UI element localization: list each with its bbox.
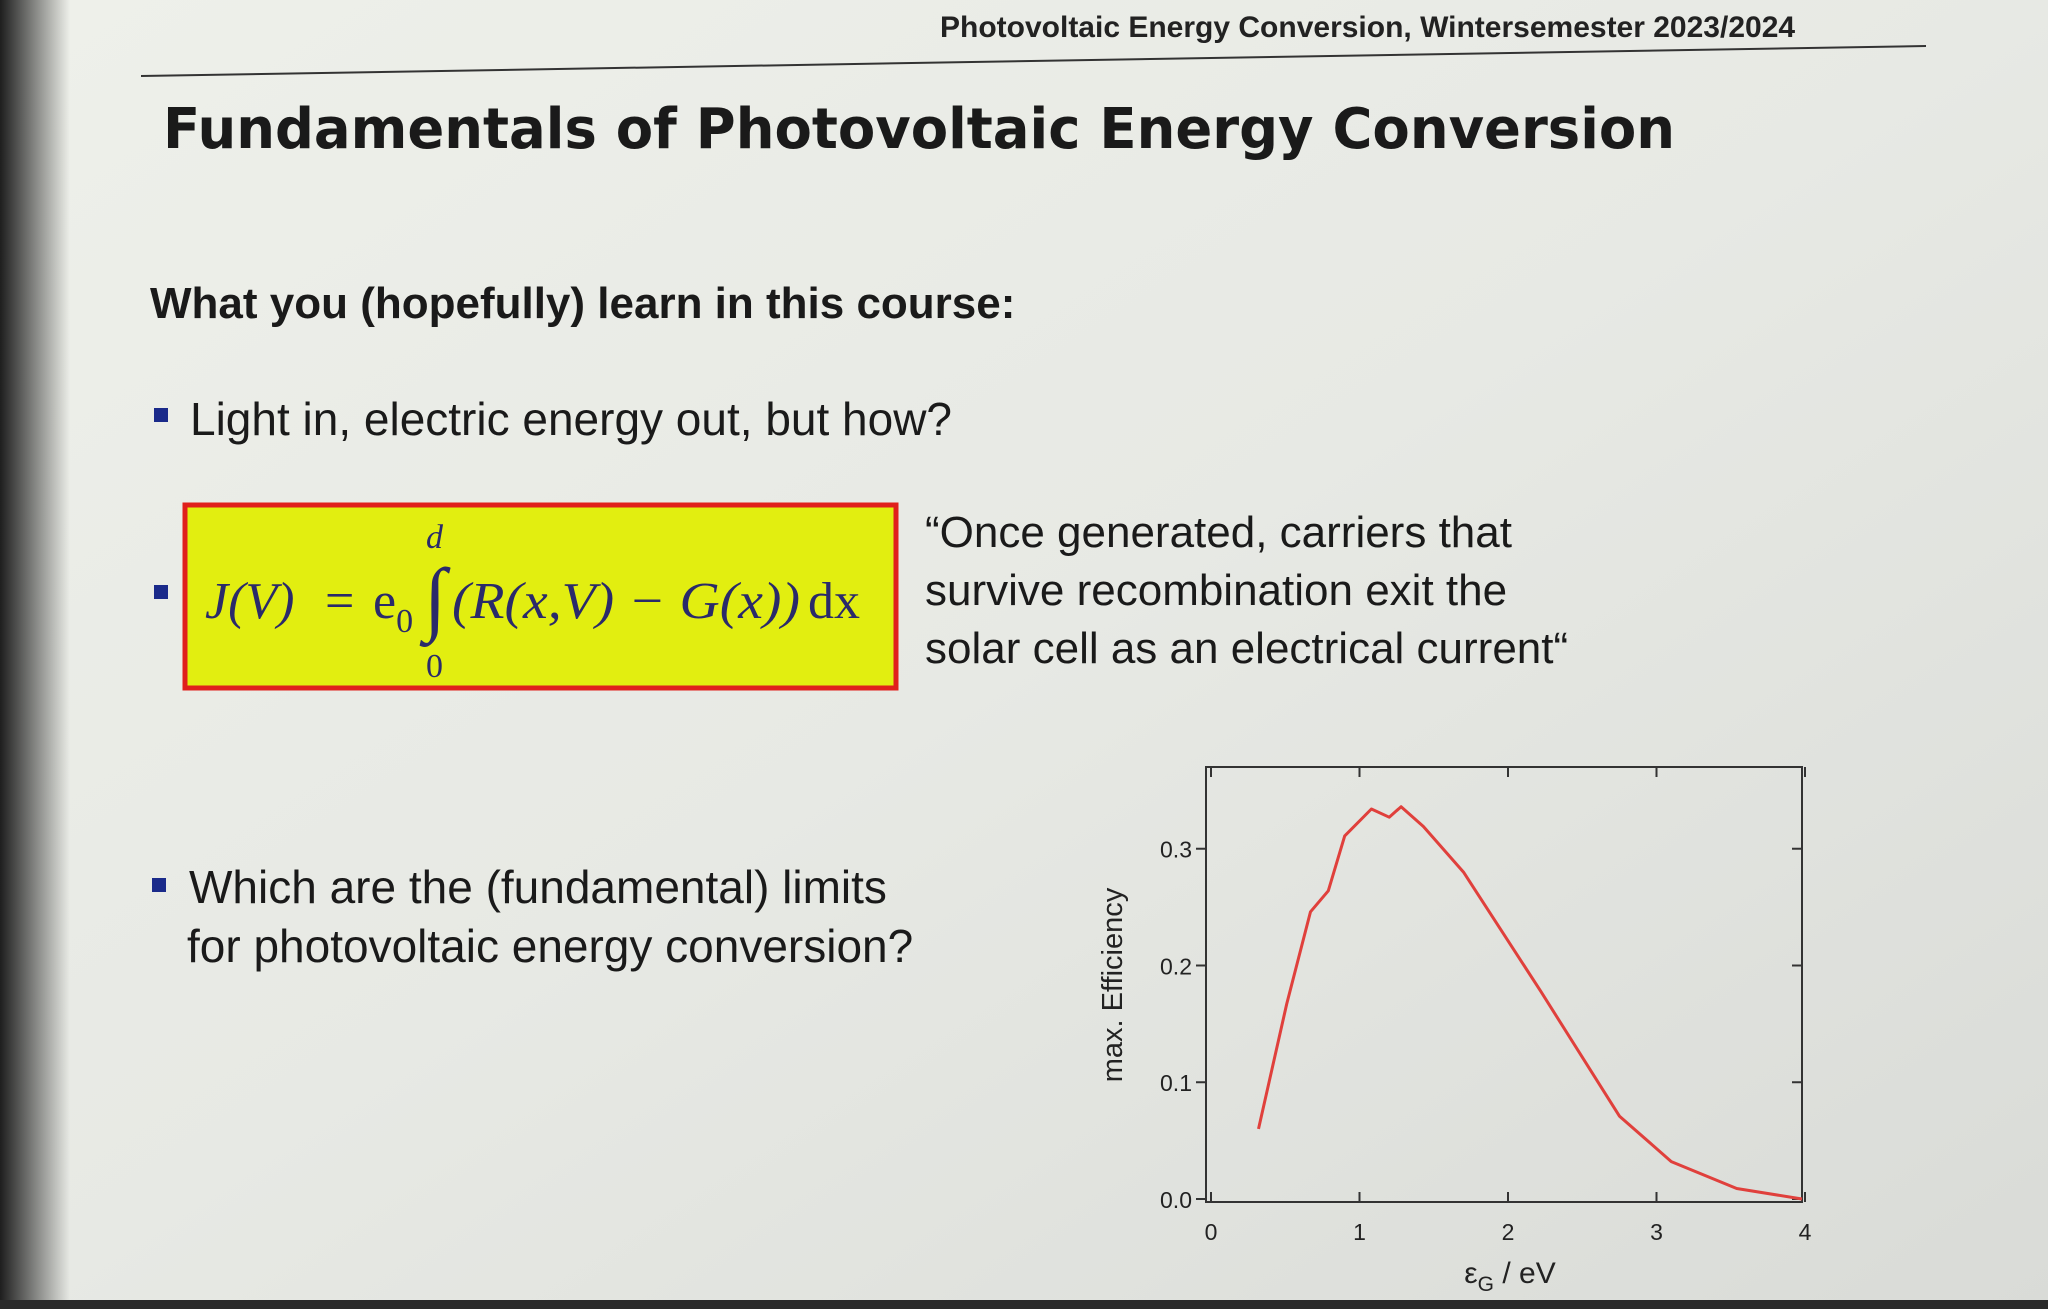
x-tick-label: 4	[1799, 1219, 1812, 1245]
x-label-subscript: G	[1478, 1273, 1494, 1296]
efficiency-curve	[1257, 805, 1803, 1201]
left-shadow	[0, 0, 70, 1309]
x-axis-label: εG / eV	[1464, 1257, 1555, 1296]
course-header: Photovoltaic Energy Conversion, Winterse…	[940, 11, 1795, 44]
y-axis-label: max. Efficiency	[1097, 887, 1129, 1082]
bullet-marker	[154, 585, 168, 599]
integral-sign: ∫	[419, 552, 451, 647]
equation-integrand: (R(x,V) − G(x))	[452, 573, 800, 630]
equation-equals: =	[325, 573, 354, 630]
bullet-text: Which are the (fundamental) limits	[189, 861, 887, 913]
y-tick-label: 0.3	[1160, 837, 1192, 863]
quote-line: solar cell as an electrical current“	[925, 624, 1568, 673]
lower-limit: 0	[426, 648, 443, 685]
x-tick-label: 3	[1650, 1219, 1663, 1245]
section-heading: What you (hopefully) learn in this cours…	[150, 279, 1015, 328]
y-tick-label: 0.1	[1160, 1070, 1192, 1096]
upper-limit: d	[426, 519, 444, 556]
quote-line: survive recombination exit the	[925, 566, 1507, 615]
equation-dx: dx	[808, 573, 860, 630]
y-tick-label: 0.0	[1160, 1187, 1192, 1213]
equation-e: e	[373, 573, 396, 630]
bullet-marker	[152, 878, 166, 892]
equation-box	[182, 502, 899, 691]
equation-lhs: J(V)	[205, 573, 294, 630]
equation: J(V) = e0 ∫ d 0 (R(x,V) − G(x)) dx	[205, 519, 860, 685]
y-tick-label: 0.2	[1160, 953, 1192, 979]
x-label-unit: / eV	[1494, 1257, 1556, 1290]
header-rule	[140, 45, 1927, 77]
x-tick-label: 0	[1205, 1219, 1218, 1245]
bullet-marker	[154, 408, 168, 422]
x-tick-label: 1	[1353, 1219, 1366, 1245]
slide-title: Fundamentals of Photovoltaic Energy Conv…	[163, 97, 1675, 162]
bullet-text: Light in, electric energy out, but how?	[190, 393, 952, 445]
efficiency-chart: max. Efficiency εG / eV 0.0 0.1 0.2 0.3 0 1 2 3…	[1097, 766, 1812, 1296]
x-label-symbol: ε	[1464, 1257, 1477, 1290]
equation-e: e0	[373, 573, 413, 640]
bottom-edge	[0, 1300, 2048, 1309]
equation-e-subscript: 0	[396, 603, 413, 640]
quote-line: “Once generated, carriers that	[925, 508, 1512, 557]
bullet-text: for photovoltaic energy conversion?	[187, 920, 913, 972]
x-tick-label: 2	[1502, 1219, 1515, 1245]
plot-frame	[1205, 766, 1803, 1203]
